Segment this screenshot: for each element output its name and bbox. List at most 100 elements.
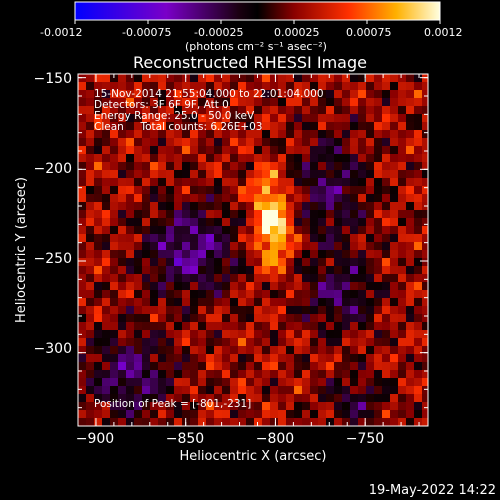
heatmap-pixel [126,122,134,130]
heatmap-pixel [358,146,366,154]
heatmap-pixel [366,162,374,170]
heatmap-pixel [382,162,390,170]
heatmap-pixel [414,410,422,418]
heatmap-pixel [86,90,94,98]
heatmap-pixel [406,138,414,146]
heatmap-pixel [238,154,246,162]
heatmap-pixel [118,90,126,98]
heatmap-pixel [254,282,262,290]
heatmap-pixel [126,250,134,258]
heatmap-pixel [238,90,246,98]
heatmap-pixel [294,354,302,362]
heatmap-pixel [374,186,382,194]
heatmap-pixel [310,394,318,402]
heatmap-pixel [134,346,142,354]
heatmap-pixel [398,394,406,402]
heatmap-pixel [342,370,350,378]
heatmap-pixel [326,210,334,218]
heatmap-pixel [230,402,238,410]
heatmap-pixel [422,346,428,354]
heatmap-pixel [110,258,118,266]
heatmap-pixel [94,114,102,122]
heatmap-pixel [198,82,206,90]
y-tick-label: −150 [34,71,72,87]
heatmap-pixel [334,194,342,202]
heatmap-pixel [254,394,262,402]
heatmap-pixel [198,138,206,146]
heatmap-pixel [310,234,318,242]
heatmap-pixel [150,362,158,370]
heatmap-pixel [286,194,294,202]
heatmap-pixel [374,90,382,98]
heatmap-pixel [134,386,142,394]
heatmap-pixel [278,282,286,290]
heatmap-pixel [334,346,342,354]
heatmap-pixel [398,130,406,138]
heatmap-pixel [206,298,214,306]
heatmap-pixel [334,362,342,370]
heatmap-pixel [126,410,134,418]
heatmap-pixel [390,138,398,146]
heatmap-pixel [190,250,198,258]
heatmap-pixel [102,322,110,330]
heatmap-pixel [342,226,350,234]
heatmap-pixel [94,338,102,346]
heatmap-pixel [94,322,102,330]
heatmap-pixel [78,314,86,322]
heatmap-pixel [214,90,222,98]
heatmap-pixel [142,178,150,186]
heatmap-pixel [230,394,238,402]
heatmap-pixel [390,234,398,242]
heatmap-pixel [158,274,166,282]
heatmap-pixel [366,386,374,394]
heatmap-pixel [190,266,198,274]
heatmap-pixel [214,194,222,202]
heatmap-pixel [414,218,422,226]
heatmap-pixel [342,210,350,218]
heatmap-pixel [150,290,158,298]
heatmap-pixel [246,266,254,274]
heatmap-pixel [214,82,222,90]
heatmap-pixel [110,394,118,402]
heatmap-pixel [214,378,222,386]
heatmap-pixel [398,106,406,114]
heatmap-pixel [374,226,382,234]
heatmap-pixel [318,202,326,210]
heatmap-pixel [246,314,254,322]
heatmap-pixel [310,322,318,330]
heatmap-pixel [182,266,190,274]
heatmap-pixel [150,298,158,306]
heatmap-pixel [166,410,174,418]
heatmap-pixel [126,210,134,218]
heatmap-pixel [174,202,182,210]
heatmap-pixel [198,234,206,242]
heatmap-pixel [174,154,182,162]
heatmap-pixel [142,242,150,250]
heatmap-pixel [174,82,182,90]
heatmap-pixel [238,98,246,106]
heatmap-pixel [398,90,406,98]
heatmap-pixel [86,162,94,170]
heatmap-pixel [374,146,382,154]
heatmap-pixel [414,306,422,314]
heatmap-pixel [126,418,134,426]
heatmap-pixel [206,122,214,130]
heatmap-pixel [134,418,142,426]
heatmap-pixel [294,402,302,410]
heatmap-pixel [406,250,414,258]
heatmap-pixel [118,234,126,242]
heatmap-pixel [150,234,158,242]
heatmap-pixel [350,386,358,394]
heatmap-pixel [326,154,334,162]
heatmap-pixel [262,250,270,258]
heatmap-pixel [110,274,118,282]
heatmap-pixel [158,394,166,402]
heatmap-pixel [286,74,294,82]
heatmap-pixel [126,370,134,378]
heatmap-pixel [406,274,414,282]
heatmap-pixel [398,266,406,274]
heatmap-pixel [110,122,118,130]
heatmap-pixel [78,106,86,114]
heatmap-pixel [294,346,302,354]
heatmap-pixel [118,162,126,170]
